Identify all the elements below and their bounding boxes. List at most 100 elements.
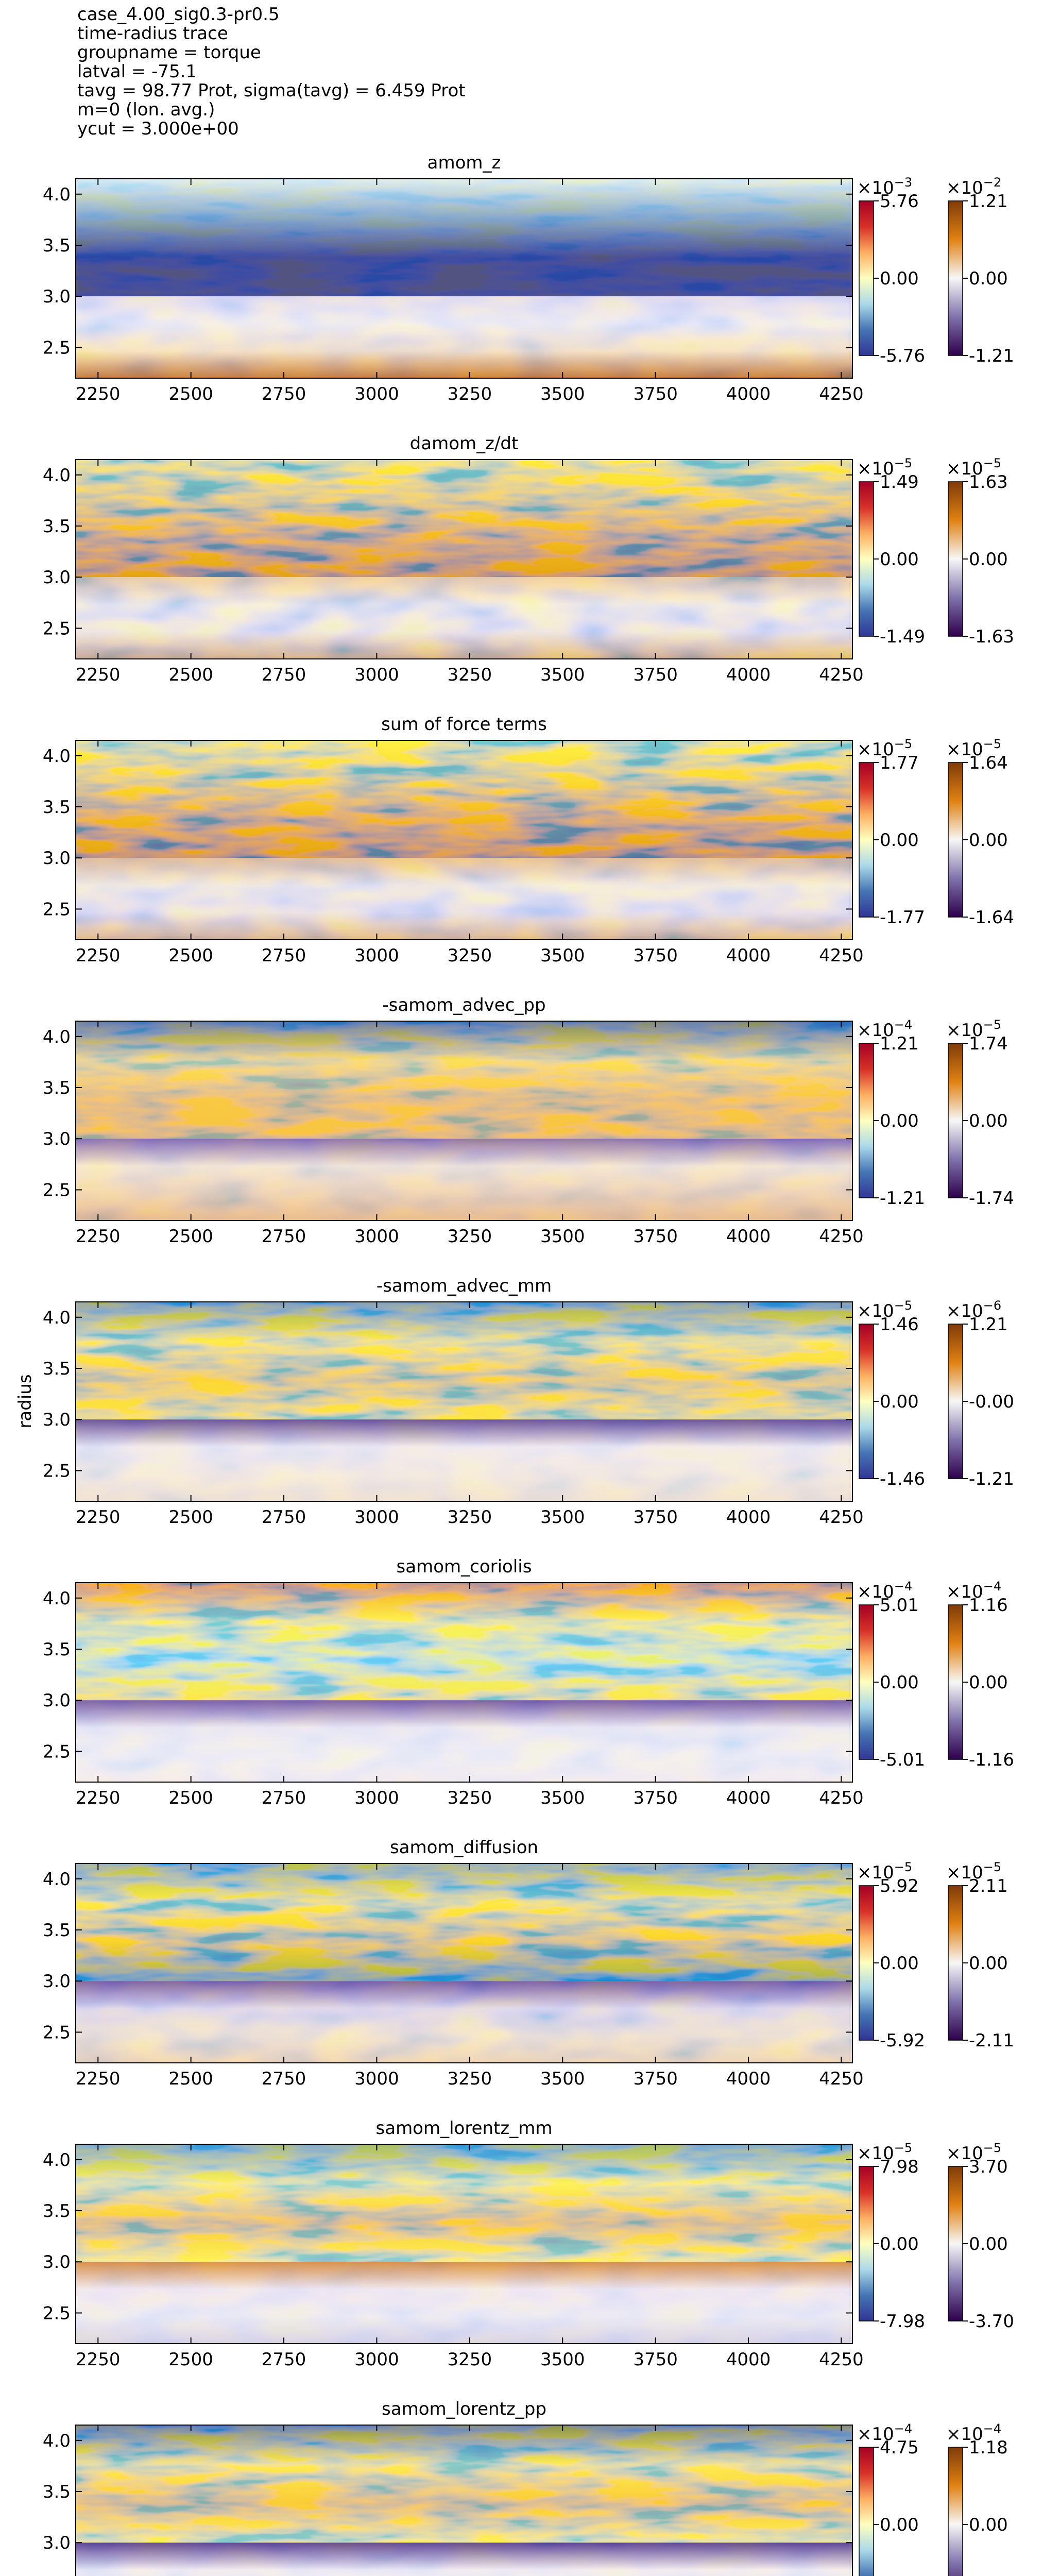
colorbar-tick-label: 0.00 — [969, 1111, 1008, 1131]
colorbar-tick-label: -5.92 — [880, 2030, 925, 2051]
colorbar-offset-exp: −4 — [894, 1018, 912, 1032]
colorbar-offset: ×10−4 — [946, 2421, 1001, 2445]
plot-frame — [75, 1863, 853, 2063]
header-line: latval = -75.1 — [77, 61, 197, 82]
x-tick-label: 3000 — [354, 665, 399, 685]
colorbar-offset-base: ×10 — [857, 1582, 894, 1602]
y-tick-label: 2.5 — [43, 337, 71, 358]
colorbar-offset: ×10−4 — [857, 2421, 912, 2445]
x-tick-label: 3750 — [633, 665, 678, 685]
panel-title: -samom_advec_mm — [377, 1276, 552, 1296]
colorbar-offset: ×10−5 — [857, 456, 912, 479]
x-tick-label: 3000 — [354, 945, 399, 966]
x-tick-label: 2750 — [262, 2069, 306, 2089]
colorbar — [859, 200, 874, 356]
colorbar-offset-base: ×10 — [946, 2424, 983, 2445]
colorbar-offset-base: ×10 — [857, 2143, 894, 2164]
colorbar-tick-label: 1.49 — [880, 472, 919, 493]
plot-frame — [75, 1301, 853, 1502]
colorbar-tick-label: -1.49 — [880, 626, 925, 647]
colorbar-tick-label: 0.00 — [880, 1111, 919, 1131]
y-tick-label: 4.0 — [43, 184, 71, 205]
colorbar — [948, 1324, 963, 1479]
colorbar-offset-exp: −5 — [894, 1860, 912, 1874]
panel: -samom_advec_pp 2250 2500 2750 3000 3250 3500 3… — [43, 995, 1014, 1247]
colorbar — [948, 762, 963, 918]
colorbar-offset-exp: −5 — [894, 737, 912, 751]
x-tick-label: 2750 — [262, 384, 306, 404]
x-tick-label: 2500 — [168, 2349, 213, 2370]
y-tick-label: 3.5 — [43, 2201, 71, 2222]
y-tick-label: 2.5 — [43, 1461, 71, 1481]
x-tick-label: 3500 — [540, 945, 585, 966]
y-tick-label: 3.5 — [43, 1359, 71, 1379]
panel: samom_diffusion 2250 2500 2750 3000 3250 3500 3… — [43, 1837, 1014, 2089]
y-tick-label: 3.5 — [43, 235, 71, 256]
x-tick-label: 3500 — [540, 1507, 585, 1528]
x-tick-label: 3250 — [448, 2069, 492, 2089]
x-tick-label: 4250 — [819, 1507, 864, 1528]
colorbar-tick-label: 0.00 — [969, 2515, 1008, 2535]
x-tick-label: 3500 — [540, 2349, 585, 2370]
colorbar — [948, 1885, 963, 2041]
x-tick-label: 2250 — [76, 384, 121, 404]
y-tick-label: 4.0 — [43, 465, 71, 486]
panel: amom_z 2250 2500 2750 3000 3250 3500 3750 4000 42… — [43, 152, 1014, 404]
y-tick-label: 3.5 — [43, 516, 71, 537]
y-tick-label: 2.5 — [43, 1180, 71, 1200]
panel: sum of force terms 2250 2500 2750 3000 3250 35… — [43, 714, 1014, 966]
colorbar-offset: ×10−5 — [946, 737, 1001, 760]
colorbar-offset: ×10−5 — [946, 1860, 1001, 1883]
colorbar — [859, 1324, 874, 1479]
y-tick-label: 3.0 — [43, 1410, 71, 1430]
colorbar-tick-label: -5.76 — [880, 346, 925, 366]
colorbar-offset-base: ×10 — [946, 1582, 983, 1602]
colorbar-tick-label: -1.16 — [969, 1750, 1014, 1770]
colorbar-offset-exp: −2 — [983, 175, 1001, 190]
panel: damom_z/dt 2250 2500 2750 3000 3250 3500 3750 40… — [43, 433, 1014, 685]
colorbar-offset: ×10−5 — [857, 1860, 912, 1883]
colorbar-offset-exp: −5 — [894, 2141, 912, 2155]
colorbar-offset-exp: −5 — [894, 456, 912, 470]
x-tick-label: 2500 — [168, 1788, 213, 1808]
colorbar-tick-label: 1.21 — [969, 191, 1008, 212]
x-tick-label: 3750 — [633, 2349, 678, 2370]
colorbar-tick-label: 0.00 — [880, 2515, 919, 2535]
x-tick-label: 3500 — [540, 1788, 585, 1808]
x-tick-label: 2250 — [76, 1788, 121, 1808]
colorbar-tick-label: 1.21 — [880, 1033, 919, 1054]
heatmap-upper-texture — [76, 179, 852, 297]
x-tick-label: 2750 — [262, 945, 306, 966]
x-tick-label: 3000 — [354, 1788, 399, 1808]
y-tick-label: 4.0 — [43, 2150, 71, 2171]
y-tick-label: 3.0 — [43, 2252, 71, 2273]
colorbar-offset-base: ×10 — [857, 178, 894, 198]
header-line: ycut = 3.000e+00 — [77, 118, 239, 139]
colorbar-tick-label: 5.01 — [880, 1595, 919, 1616]
colorbar-tick-label: 1.18 — [969, 2437, 1008, 2458]
x-tick-label: 4250 — [819, 1226, 864, 1247]
panel-title: samom_lorentz_pp — [382, 2399, 546, 2419]
colorbar-tick-label: 0.00 — [880, 1672, 919, 1693]
y-tick-label: 4.0 — [43, 746, 71, 767]
colorbar-offset-base: ×10 — [946, 1862, 983, 1883]
x-tick-label: 4000 — [726, 1507, 771, 1528]
colorbar-tick-label: 0.00 — [969, 268, 1008, 289]
x-tick-label: 2500 — [168, 1226, 213, 1247]
colorbar-tick-label: 0.00 — [969, 2234, 1008, 2255]
x-tick-label: 3000 — [354, 2349, 399, 2370]
colorbar-offset-base: ×10 — [857, 459, 894, 479]
heatmap-upper-texture — [76, 1583, 852, 1701]
heatmap-upper-texture — [76, 460, 852, 578]
colorbar-offset-base: ×10 — [946, 1301, 983, 1321]
y-tick-label: 3.0 — [43, 567, 71, 588]
heatmap-upper-texture — [76, 1302, 852, 1420]
colorbar-tick-label: -1.21 — [969, 346, 1014, 366]
x-tick-label: 2250 — [76, 1226, 121, 1247]
x-tick-label: 4000 — [726, 384, 771, 404]
x-tick-label: 3500 — [540, 384, 585, 404]
x-tick-label: 2500 — [168, 665, 213, 685]
heatmap-lower-texture — [76, 1981, 852, 2063]
x-tick-label: 2500 — [168, 2069, 213, 2089]
colorbar-offset-base: ×10 — [857, 739, 894, 760]
